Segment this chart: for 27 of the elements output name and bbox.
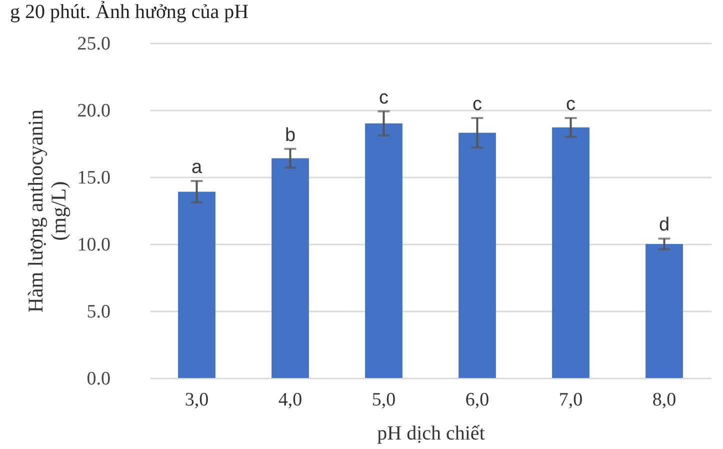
chart-title: g 20 phút. Ảnh hưởng của pH <box>10 0 249 23</box>
annotation: b <box>284 124 296 146</box>
annotation: d <box>658 214 670 236</box>
x-tick-label: 3,0 <box>184 390 209 410</box>
y-axis-title: Hàm lượng anthocyanin (mg/L) <box>23 108 70 313</box>
y-tick-label: 20.0 <box>77 100 110 122</box>
bar <box>178 192 216 378</box>
x-tick-label: 8,0 <box>652 390 676 410</box>
x-tick-label: 5,0 <box>372 390 396 410</box>
x-axis-title: pH dịch chiết <box>377 422 486 444</box>
bar <box>272 158 309 378</box>
annotation: c <box>566 94 576 116</box>
annotation: a <box>191 157 202 178</box>
annotation: c <box>379 87 388 108</box>
bar <box>646 244 683 378</box>
x-tick-label: 4,0 <box>278 390 302 410</box>
bar <box>458 132 496 378</box>
x-tick-label: 7,0 <box>558 390 583 410</box>
bar <box>365 123 402 378</box>
y-tick-label: 10.0 <box>77 234 110 256</box>
y-tick-label: 5.0 <box>86 302 110 322</box>
y-tick-label: 15.0 <box>77 168 110 188</box>
y-tick-label: 25.0 <box>77 34 110 54</box>
x-tick-label: 6,0 <box>465 390 490 410</box>
y-tick-label: 0.0 <box>86 368 110 390</box>
annotation: c <box>472 94 482 116</box>
bar <box>552 127 590 378</box>
